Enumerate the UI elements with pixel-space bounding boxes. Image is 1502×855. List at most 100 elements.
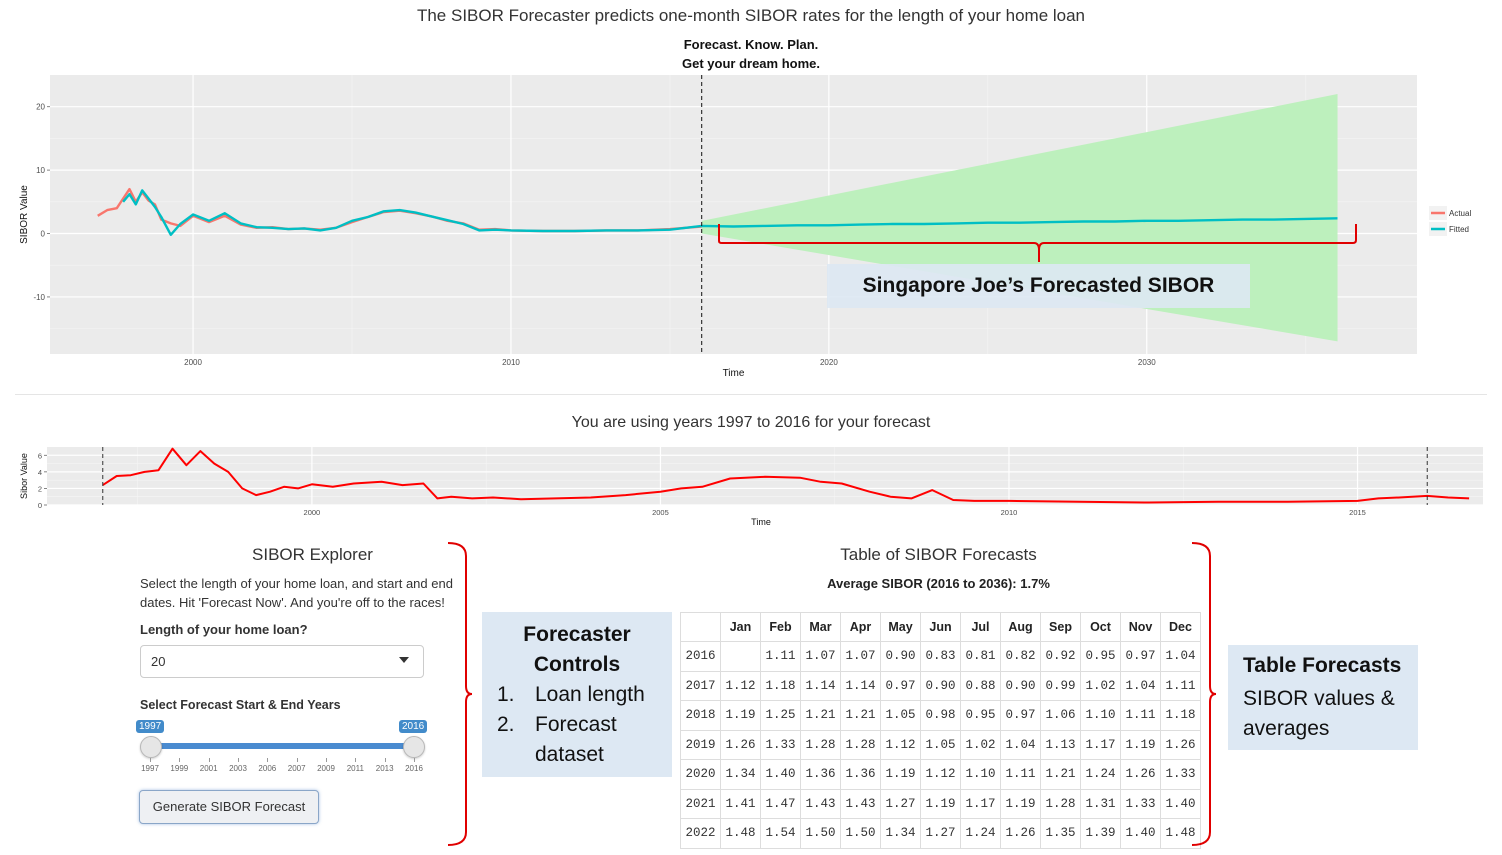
slider-tick-label: 2013 xyxy=(375,764,394,773)
table-row: 2017 1.12 1.18 1.14 1.14 0.97 0.90 0.88 0.90 0.99… xyxy=(680,670,1201,701)
table-cell xyxy=(720,641,761,672)
table-cell: 1.34 xyxy=(880,818,921,849)
table-cell: 1.50 xyxy=(800,818,841,849)
table-cell: 1.28 xyxy=(800,729,841,760)
slider-tick-mark xyxy=(179,758,181,762)
table-cell: 1.35 xyxy=(1040,818,1081,849)
table-cell: 0.90 xyxy=(880,641,921,672)
forecast-years-label: Select Forecast Start & End Years xyxy=(140,698,341,712)
table-cell: 0.95 xyxy=(960,700,1001,731)
slider-tick-label: 2003 xyxy=(229,764,247,773)
table-cell: 1.18 xyxy=(760,670,801,701)
table-cell: 1.27 xyxy=(920,818,961,849)
table-cell: 1.48 xyxy=(720,818,761,849)
controls-item-loan-length: Loan length xyxy=(535,683,645,706)
table-cell: 0.82 xyxy=(1000,641,1041,672)
y-tick-label: 20 xyxy=(36,103,45,112)
x-tick-label: 2020 xyxy=(820,358,838,367)
table-cell: 1.05 xyxy=(920,729,961,760)
slider-tick-mark xyxy=(296,758,298,762)
slider-from-badge: 1997 xyxy=(136,720,165,733)
table-callout xyxy=(1228,645,1418,750)
slider-tick-label: 1997 xyxy=(141,764,159,773)
loan-length-select[interactable]: 20 xyxy=(140,645,424,678)
table-cell: 1.12 xyxy=(720,670,761,701)
table-cell: 1.50 xyxy=(840,818,881,849)
table-cell: 1.40 xyxy=(760,759,801,790)
table-header-cell: Jan xyxy=(720,612,761,642)
table-cell: 1.12 xyxy=(920,759,961,790)
table-row: 2022 1.48 1.54 1.50 1.50 1.34 1.27 1.24 1.26 1.35… xyxy=(680,818,1201,849)
table-cell: 1.33 xyxy=(1120,788,1161,819)
year-range-slider[interactable] xyxy=(150,743,414,749)
average-sibor-text: Average SIBOR (2016 to 2036): 1.7% xyxy=(827,576,1050,591)
legend-label-fitted: Fitted xyxy=(1449,225,1469,234)
loan-length-value: 20 xyxy=(151,654,166,669)
table-cell: 0.83 xyxy=(920,641,961,672)
table-header-cell: Dec xyxy=(1160,612,1201,642)
series-line-sibor xyxy=(102,447,1470,504)
table-header-cell xyxy=(680,612,721,642)
table-cell: 1.11 xyxy=(1160,670,1201,701)
table-cell: 1.36 xyxy=(800,759,841,790)
table-cell: 0.88 xyxy=(960,670,1001,701)
generate-forecast-button[interactable]: Generate SIBOR Forecast xyxy=(139,790,319,824)
controls-number-2: 2. xyxy=(497,713,515,736)
table-header-cell: Mar xyxy=(800,612,841,642)
page-title: The SIBOR Forecaster predicts one-month … xyxy=(416,6,1086,25)
table-cell: 1.54 xyxy=(760,818,801,849)
table-cell: 1.13 xyxy=(1040,729,1081,760)
table-row: 2021 1.41 1.47 1.43 1.43 1.27 1.19 1.17 1.19 1.28… xyxy=(680,788,1201,819)
lower-chart-title: You are using years 1997 to 2016 for you… xyxy=(571,414,931,431)
table-cell: 1.26 xyxy=(1160,729,1201,760)
slider-from-handle[interactable] xyxy=(140,736,162,758)
table-cell: 1.04 xyxy=(1000,729,1041,760)
table-cell: 1.26 xyxy=(720,729,761,760)
table-cell: 1.14 xyxy=(800,670,841,701)
table-cell: 1.19 xyxy=(880,759,921,790)
table-header-cell: May xyxy=(880,612,921,642)
table-cell: 1.47 xyxy=(760,788,801,819)
slider-tick-label: 2011 xyxy=(346,764,364,773)
forecast-table: Jan Feb Mar Apr May Jun Jul Aug Sep Oct Nov Dec 201… xyxy=(680,612,1201,849)
loan-length-label: Length of your home loan? xyxy=(140,622,308,637)
slider-tick-label: 2001 xyxy=(199,764,218,773)
table-cell: 1.21 xyxy=(800,700,841,731)
table-cell: 1.06 xyxy=(1040,700,1081,731)
table-header-cell: Feb xyxy=(760,612,801,642)
table-cell: 1.24 xyxy=(1080,759,1121,790)
table-cell: 1.17 xyxy=(960,788,1001,819)
table-cell: 0.90 xyxy=(920,670,961,701)
forecasted-sibor-callout: Singapore Joe’s Forecasted SIBOR xyxy=(827,264,1250,308)
legend-label-actual: Actual xyxy=(1449,209,1471,218)
table-cell: 1.07 xyxy=(840,641,881,672)
table-cell: 1.26 xyxy=(1120,759,1161,790)
table-header-row: Jan Feb Mar Apr May Jun Jul Aug Sep Oct Nov Dec xyxy=(680,612,1201,642)
table-cell: 1.14 xyxy=(840,670,881,701)
table-row: 2019 1.26 1.33 1.28 1.28 1.12 1.05 1.02 1.04 1.13… xyxy=(680,729,1201,760)
slider-tick-mark xyxy=(267,758,269,762)
slider-tick-label: 2016 xyxy=(405,764,423,773)
table-cell: 1.41 xyxy=(720,788,761,819)
controls-item-dataset: dataset xyxy=(535,743,604,766)
table-cell: 1.17 xyxy=(1080,729,1121,760)
x-axis-label: Time xyxy=(751,517,771,527)
x-tick-label: 2015 xyxy=(1349,508,1366,517)
table-cell: 1.25 xyxy=(760,700,801,731)
table-cell: 1.33 xyxy=(1160,759,1201,790)
table-cell: 1.33 xyxy=(760,729,801,760)
table-cell: 1.28 xyxy=(1040,788,1081,819)
slider-tick-mark xyxy=(414,758,415,762)
table-cell: 1.21 xyxy=(840,700,881,731)
table-cell: 1.40 xyxy=(1160,788,1201,819)
table-cell: 1.27 xyxy=(880,788,921,819)
slider-to-handle[interactable] xyxy=(403,736,425,758)
table-cell: 2016 xyxy=(680,641,721,672)
x-tick-label: 2010 xyxy=(502,358,520,367)
table-header-cell: Oct xyxy=(1080,612,1121,642)
x-tick-label: 2000 xyxy=(184,358,202,367)
table-header-cell: Aug xyxy=(1000,612,1041,642)
y-tick-label: 4 xyxy=(38,468,42,477)
table-cell: 1.12 xyxy=(880,729,921,760)
y-tick-label: 10 xyxy=(36,166,45,175)
